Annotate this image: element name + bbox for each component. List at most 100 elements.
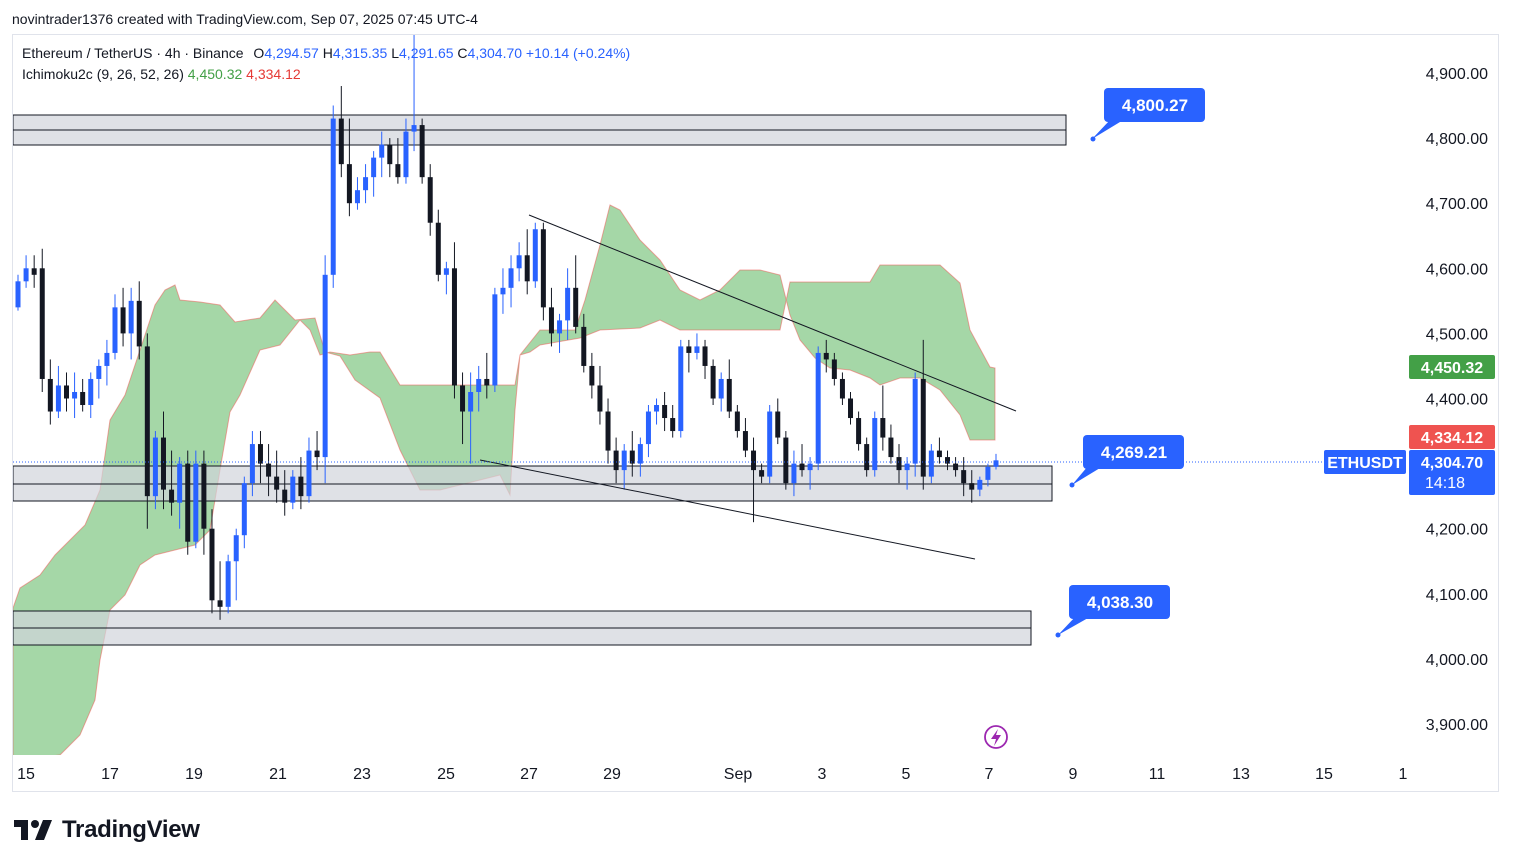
candle-body — [839, 378, 845, 399]
candle-body — [427, 177, 433, 223]
candle-body — [718, 378, 724, 399]
low-label: L — [391, 45, 400, 61]
y-axis[interactable]: 4,900.00 4,800.00 4,700.00 4,600.00 4,500.00… — [1426, 66, 1488, 734]
candle-body — [233, 535, 239, 562]
x-tick-label: 7 — [985, 766, 994, 783]
candle-body — [985, 466, 991, 480]
open-label: O — [253, 45, 265, 61]
candle-body — [670, 418, 676, 432]
candle-body — [403, 131, 409, 178]
x-tick-label: 3 — [818, 766, 827, 783]
candle-body — [516, 255, 522, 269]
support-zone-bottom[interactable] — [13, 610, 1032, 646]
symbol-legend: Ethereum / TetherUS · 4h · Binance O4,29… — [22, 45, 630, 61]
indicator-legend: Ichimoku2c (9, 26, 52, 26) 4,450.32 4,33… — [22, 66, 301, 82]
indicator-value-1: 4,450.32 — [187, 66, 243, 82]
candle-body — [734, 411, 740, 432]
symbol-title[interactable]: Ethereum / TetherUS · 4h · Binance — [22, 45, 244, 61]
close-label: C — [457, 45, 468, 61]
candle-body — [31, 268, 37, 275]
trendline-lower[interactable] — [479, 459, 976, 560]
candle-body — [597, 385, 603, 412]
candle-body — [823, 352, 829, 360]
candle-body — [557, 320, 563, 334]
candle-body — [387, 144, 393, 165]
high-label: H — [322, 45, 333, 61]
candle-body — [662, 405, 668, 419]
candle-body — [120, 307, 126, 334]
candle-body — [23, 268, 29, 282]
candle-body — [637, 444, 643, 464]
x-tick-label: 23 — [353, 766, 371, 783]
candle-body — [217, 600, 223, 607]
candle-body — [532, 229, 538, 282]
candle-body — [209, 528, 215, 601]
candle-body — [540, 229, 546, 308]
trendline-upper[interactable] — [528, 214, 1017, 412]
candle-body — [702, 346, 708, 366]
candle-body — [831, 359, 837, 379]
x-tick-label: 5 — [902, 766, 911, 783]
candle-body — [241, 483, 247, 536]
candle-body — [904, 463, 910, 471]
low-value: 4,291.65 — [399, 45, 454, 61]
open-value: 4,294.57 — [264, 45, 319, 61]
indicator-title[interactable]: Ichimoku2c (9, 26, 52, 26) — [22, 66, 184, 82]
candle-body — [524, 255, 530, 282]
callout-4038[interactable]: 4,038.30 — [1055, 585, 1171, 638]
tenkan-price-tag: 4,450.32 — [1409, 355, 1495, 379]
candle-body — [395, 164, 401, 178]
candle-body — [751, 450, 757, 471]
candle-body — [185, 463, 191, 542]
chart-credit: novintrader1376 created with TradingView… — [12, 11, 478, 27]
candle-body — [330, 118, 336, 275]
callout-4269[interactable]: 4,269.21 — [1069, 435, 1185, 488]
candle-body — [872, 418, 878, 471]
candle-body — [815, 352, 821, 464]
tradingview-logo[interactable]: TradingView — [14, 816, 200, 844]
candle-body — [864, 444, 870, 471]
candle-body — [225, 561, 231, 607]
callout-4800-label: 4,800.27 — [1122, 96, 1188, 115]
callout-4038-label: 4,038.30 — [1087, 593, 1153, 612]
candle-body — [791, 463, 797, 484]
tenkan-price-label: 4,450.32 — [1421, 360, 1483, 377]
candle-body — [152, 437, 158, 497]
x-axis[interactable]: 15 17 19 21 23 25 27 29 Sep 3 5 7 9 11 13 15 1 — [17, 766, 1407, 783]
candle-body — [379, 144, 385, 158]
candle-body — [460, 385, 466, 412]
candle-body — [338, 118, 344, 165]
candle-body — [912, 378, 918, 464]
candle-body — [282, 489, 288, 503]
kijun-price-tag: 4,334.12 — [1409, 425, 1495, 449]
y-tick-label: 4,200.00 — [1426, 522, 1488, 539]
candle-body — [936, 450, 942, 458]
indicator-value-2: 4,334.12 — [246, 66, 301, 82]
candle-body — [492, 294, 498, 386]
x-tick-label: 11 — [1149, 766, 1166, 783]
candle-body — [274, 476, 280, 490]
callout-4800[interactable]: 4,800.27 — [1090, 88, 1206, 142]
y-tick-label: 4,100.00 — [1426, 587, 1488, 604]
candle-body — [686, 346, 692, 353]
candle-body — [476, 378, 482, 392]
y-tick-label: 4,000.00 — [1426, 652, 1488, 669]
change-value: +10.14 (+0.24%) — [525, 45, 631, 61]
candles-layer — [15, 35, 999, 620]
tradingview-logo-icon — [14, 820, 52, 840]
candle-body — [128, 300, 134, 334]
candle-body — [856, 418, 862, 445]
candle-body — [508, 268, 514, 288]
support-zone-middle[interactable] — [13, 465, 1053, 502]
lightning-icon[interactable] — [984, 725, 1008, 749]
candle-body — [880, 418, 886, 438]
candle-body — [314, 450, 320, 458]
candle-body — [848, 398, 854, 419]
candle-body — [55, 385, 61, 412]
candle-body — [290, 476, 296, 503]
symbol-tag-label: ETHUSDT — [1327, 455, 1403, 472]
resistance-zone-top[interactable] — [13, 114, 1067, 146]
candle-body — [694, 346, 700, 353]
candle-body — [613, 450, 619, 471]
